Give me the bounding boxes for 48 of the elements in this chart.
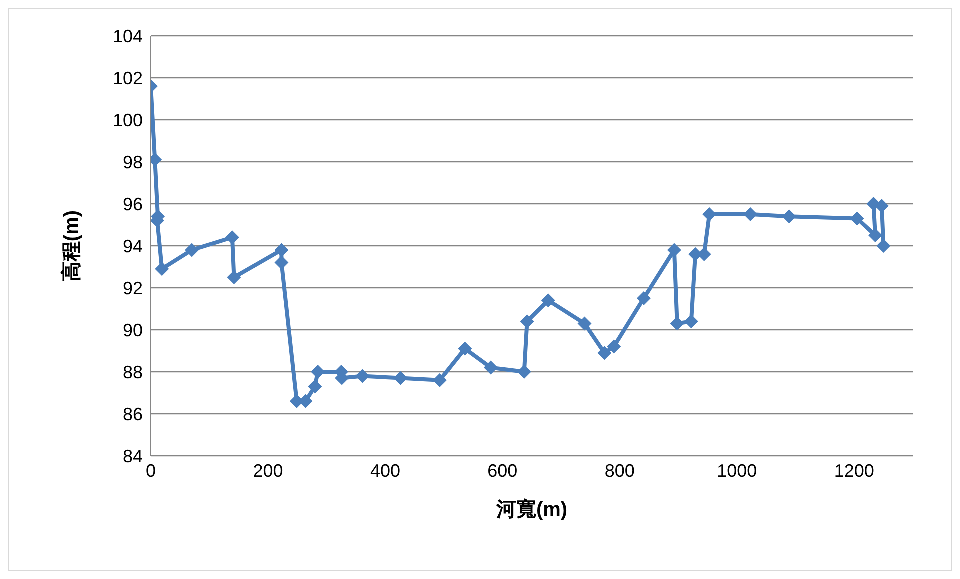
- point: [684, 314, 698, 329]
- y-tick-label: 102: [112, 68, 143, 88]
- y-tick-label: 86: [122, 404, 143, 424]
- y-axis-title: 高程(m): [60, 210, 84, 282]
- point: [185, 243, 200, 258]
- point: [868, 228, 882, 242]
- point: [598, 346, 612, 360]
- point: [484, 360, 498, 375]
- point: [874, 199, 889, 214]
- y-tick-label: 90: [122, 320, 143, 340]
- point: [541, 294, 556, 308]
- y-tick-label: 88: [122, 362, 143, 382]
- y-tick-label: 92: [122, 278, 143, 298]
- point: [850, 212, 864, 226]
- point: [227, 270, 242, 284]
- point: [155, 262, 170, 276]
- point: [432, 373, 447, 388]
- x-tick-label: 1200: [834, 460, 874, 481]
- x-tick-label: 600: [488, 460, 518, 481]
- y-tick-label: 98: [122, 152, 143, 172]
- y-tick-label: 94: [122, 236, 143, 256]
- point: [520, 314, 534, 329]
- x-tick-label: 0: [146, 460, 156, 481]
- x-tick-label: 1000: [717, 460, 758, 481]
- x-tick-label: 200: [253, 460, 284, 481]
- y-tick-label: 84: [122, 446, 143, 466]
- x-tick-label: 400: [370, 460, 400, 481]
- point: [876, 239, 891, 253]
- point: [517, 365, 532, 379]
- y-tick-label: 96: [122, 194, 143, 214]
- point: [578, 316, 592, 331]
- y-tick-label: 100: [112, 110, 143, 130]
- point: [458, 342, 472, 356]
- point: [274, 243, 289, 258]
- point: [274, 256, 289, 270]
- point: [225, 230, 240, 245]
- y-tick-label: 104: [112, 26, 143, 46]
- point: [356, 369, 370, 384]
- point: [308, 380, 322, 394]
- point: [607, 340, 622, 354]
- x-axis-title: 河寬(m): [495, 498, 568, 521]
- point: [667, 243, 682, 258]
- point: [670, 316, 684, 331]
- point: [394, 371, 408, 386]
- point: [744, 208, 758, 222]
- point: [636, 292, 651, 306]
- x-tick-label: 800: [604, 460, 635, 481]
- point: [782, 210, 796, 224]
